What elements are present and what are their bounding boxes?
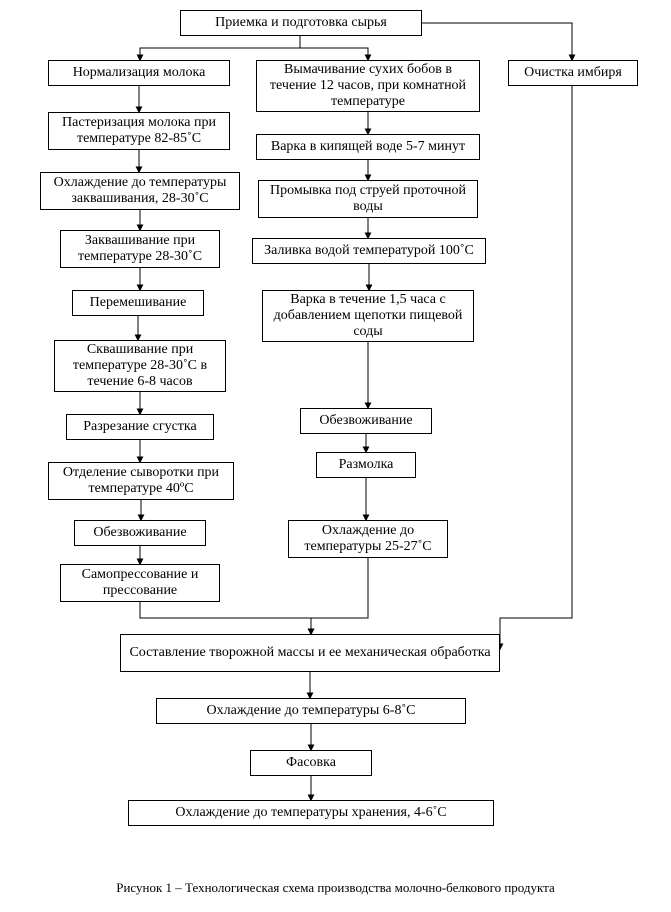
node-b4: Заливка водой температурой 100˚С — [252, 238, 486, 264]
node-b1: Вымачивание сухих бобов в течение 12 час… — [256, 60, 480, 112]
node-a6: Сквашивание при температуре 28-30˚С в те… — [54, 340, 226, 392]
figure-caption: Рисунок 1 – Технологическая схема произв… — [0, 880, 671, 896]
node-m4: Охлаждение до температуры хранения, 4-6˚… — [128, 800, 494, 826]
node-a7: Разрезание сгустка — [66, 414, 214, 440]
node-b7: Размолка — [316, 452, 416, 478]
node-m2: Охлаждение до температуры 6-8˚С — [156, 698, 466, 724]
node-c1: Очистка имбиря — [508, 60, 638, 86]
flowchart-page: Приемка и подготовка сырья Нормализация м… — [0, 0, 671, 912]
edge-c1-m1 — [500, 86, 572, 649]
node-a2: Пастеризация молока при температуре 82-8… — [48, 112, 230, 150]
edge-root-b1 — [300, 36, 368, 60]
node-a1: Нормализация молока — [48, 60, 230, 86]
edge-a10-m1 — [140, 602, 311, 634]
node-b8: Охлаждение до температуры 25-27˚С — [288, 520, 448, 558]
node-b5: Варка в течение 1,5 часа с добавлением щ… — [262, 290, 474, 342]
edge-root-c1 — [422, 23, 572, 60]
node-m3: Фасовка — [250, 750, 372, 776]
node-b2: Варка в кипящей воде 5-7 минут — [256, 134, 480, 160]
edge-b8-m1 — [311, 558, 368, 634]
node-b6: Обезвоживание — [300, 408, 432, 434]
node-m1: Составление творожной массы и ее механич… — [120, 634, 500, 672]
node-b3: Промывка под струей проточной воды — [258, 180, 478, 218]
node-root: Приемка и подготовка сырья — [180, 10, 422, 36]
node-a4: Заквашивание при температуре 28-30˚С — [60, 230, 220, 268]
node-a9: Обезвоживание — [74, 520, 206, 546]
edge-root-a1 — [140, 36, 300, 60]
node-a5: Перемешивание — [72, 290, 204, 316]
node-a8: Отделение сыворотки при температуре 40ºС — [48, 462, 234, 500]
node-a3: Охлаждение до температуры заквашивания, … — [40, 172, 240, 210]
node-a10: Самопрессование и прессование — [60, 564, 220, 602]
